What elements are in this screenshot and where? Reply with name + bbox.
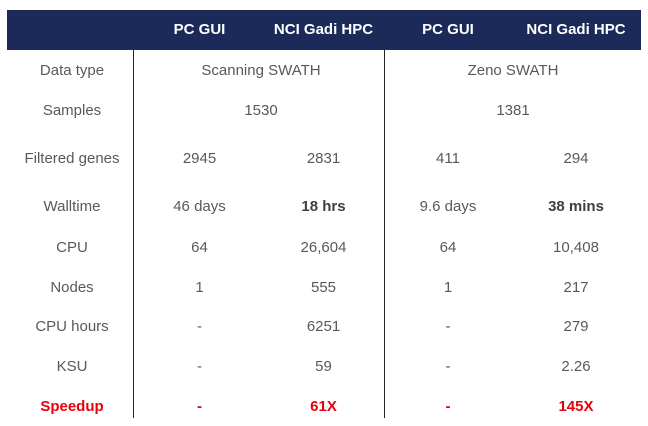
cell-pc-gui-1: 2945 — [182, 149, 217, 167]
column-divider-middle — [384, 50, 385, 418]
cell-pc-gui-2: 9.6 days — [419, 197, 477, 215]
table-row-walltime: Walltime 46 days 18 hrs 9.6 days 38 mins — [7, 183, 641, 229]
row-label: Walltime — [43, 197, 101, 215]
table-row-data-type: Data type Scanning SWATH Zeno SWATH — [7, 50, 641, 90]
cell-pc-gui-2: - — [445, 397, 451, 415]
cell-nci-gadi-hpc-1: 61X — [310, 397, 337, 415]
row-label: CPU hours — [35, 317, 109, 335]
cell-nci-gadi-hpc-2: 294 — [563, 149, 589, 167]
table-row-ksu: KSU - 59 - 2.26 — [7, 346, 641, 386]
header-cell-nci-gadi-hpc-2: NCI Gadi HPC — [526, 21, 626, 38]
table-row-filtered-genes: Filtered genes 2945 2831 411 294 — [7, 133, 641, 183]
table-row-cpu: CPU 64 26,604 64 10,408 — [7, 227, 641, 267]
header-cell-label — [7, 10, 137, 50]
table-row-samples: Samples 1530 1381 — [7, 90, 641, 130]
cell-group1-samples: 1530 — [244, 101, 278, 119]
cell-pc-gui-1: 1 — [195, 278, 204, 296]
cell-nci-gadi-hpc-2: 217 — [563, 278, 589, 296]
cell-group2-data-type: Zeno SWATH — [467, 61, 559, 79]
header-cell-pc-gui-1: PC GUI — [173, 21, 226, 38]
cell-nci-gadi-hpc-2: 145X — [558, 397, 594, 415]
cell-pc-gui-1: 46 days — [173, 197, 226, 215]
row-label: Filtered genes — [24, 149, 120, 167]
cell-pc-gui-1: - — [197, 357, 202, 375]
cell-nci-gadi-hpc-1: 555 — [310, 278, 337, 296]
table-row-speedup: Speedup - 61X - 145X — [7, 386, 641, 426]
column-divider-left — [133, 50, 134, 418]
table-row-nodes: Nodes 1 555 1 217 — [7, 267, 641, 307]
cell-nci-gadi-hpc-1: 6251 — [306, 317, 341, 335]
row-label: Speedup — [40, 397, 104, 415]
cell-nci-gadi-hpc-1: 2831 — [306, 149, 341, 167]
row-label: Data type — [39, 61, 105, 79]
cell-pc-gui-2: 64 — [439, 238, 457, 256]
cell-pc-gui-1: 64 — [191, 238, 208, 256]
cell-group1-data-type: Scanning SWATH — [201, 61, 321, 79]
cell-pc-gui-2: 1 — [443, 278, 453, 296]
cell-nci-gadi-hpc-1: 26,604 — [300, 238, 347, 256]
cell-pc-gui-2: - — [445, 317, 451, 335]
cell-group2-samples: 1381 — [496, 101, 530, 119]
cell-pc-gui-2: 411 — [436, 149, 460, 167]
row-label: Samples — [42, 101, 102, 119]
cell-nci-gadi-hpc-2: 38 mins — [548, 197, 604, 215]
table-row-cpu-hours: CPU hours - 6251 - 279 — [7, 306, 641, 346]
cell-nci-gadi-hpc-2: 2.26 — [561, 357, 591, 375]
header-cell-nci-gadi-hpc-1: NCI Gadi HPC — [273, 21, 374, 38]
cell-pc-gui-2: - — [445, 357, 451, 375]
comparison-table: PC GUI NCI Gadi HPC PC GUI NCI Gadi HPC … — [7, 10, 641, 418]
cell-pc-gui-1: - — [197, 317, 202, 335]
header-cell-pc-gui-2: PC GUI — [422, 21, 474, 38]
row-label: CPU — [56, 238, 88, 256]
cell-nci-gadi-hpc-1: 18 hrs — [301, 197, 346, 215]
cell-pc-gui-1: - — [197, 397, 202, 415]
cell-nci-gadi-hpc-2: 10,408 — [553, 238, 599, 256]
cell-nci-gadi-hpc-1: 59 — [315, 357, 332, 375]
row-label: Nodes — [50, 278, 94, 296]
row-label: KSU — [56, 357, 88, 375]
table-header: PC GUI NCI Gadi HPC PC GUI NCI Gadi HPC — [7, 10, 641, 50]
cell-nci-gadi-hpc-2: 279 — [563, 317, 589, 335]
